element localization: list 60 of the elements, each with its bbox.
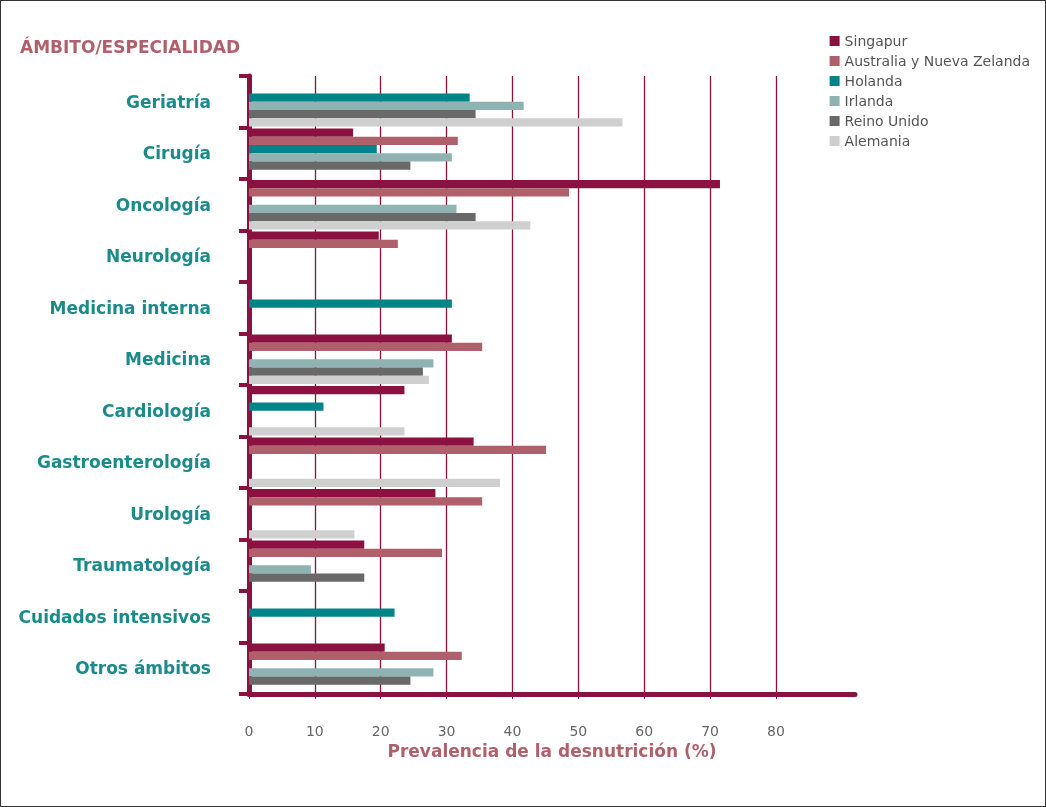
bar: [249, 668, 434, 677]
bar: [249, 478, 500, 487]
bar: [249, 161, 411, 170]
legend-label: Australia y Nueva Zelanda: [844, 53, 1031, 69]
bar: [249, 136, 458, 146]
y-tick-label: Cuidados intensivos: [18, 606, 211, 627]
y-tick-label: Urología: [130, 503, 211, 524]
x-tick-label: 40: [503, 723, 522, 739]
bar: [249, 145, 377, 154]
bar: [249, 565, 311, 574]
x-tick-label: 10: [305, 723, 324, 739]
x-axis-title: Prevalencia de la desnutrición (%): [387, 741, 717, 762]
y-tick-label: Geriatría: [126, 91, 211, 112]
y-tick-label: Cardiología: [102, 400, 211, 421]
bar: [249, 445, 547, 455]
bar: [249, 530, 355, 539]
y-tick-label: Traumatología: [73, 555, 211, 576]
bar: [249, 367, 423, 376]
x-tick-label: 60: [635, 723, 654, 739]
bar: [249, 608, 395, 617]
x-tick-label: 70: [701, 723, 719, 739]
bar: [249, 204, 457, 213]
chart-title: ÁMBITO/ESPECIALIDAD: [20, 35, 241, 57]
legend-label: Reino Unido: [844, 113, 929, 129]
x-tick-label: 30: [437, 723, 456, 739]
bar: [249, 573, 365, 582]
y-tick-label: Oncología: [115, 194, 211, 215]
bar: [249, 153, 452, 162]
bar: [249, 497, 483, 506]
legend-label: Holanda: [844, 73, 903, 89]
bar: [249, 427, 405, 436]
legend-label: Alemania: [844, 133, 911, 149]
y-tick-label: Otros ámbitos: [75, 658, 211, 679]
x-tick-label: 80: [767, 723, 785, 739]
y-tick-label: Gastroenterología: [36, 452, 211, 473]
bar: [249, 221, 531, 230]
bar: [249, 375, 429, 384]
bar: [249, 359, 434, 368]
bar: [249, 93, 470, 102]
y-tick-label: Medicina: [125, 349, 211, 370]
legend-label: Irlanda: [844, 93, 894, 109]
y-tick-label: Neurología: [106, 246, 211, 267]
bar: [249, 212, 476, 222]
bar: [249, 342, 483, 352]
bar: [249, 118, 623, 127]
bar: [249, 101, 524, 110]
x-tick-label: 0: [244, 723, 254, 739]
legend-label: Singapur: [844, 33, 908, 49]
x-tick-label: 20: [371, 723, 390, 739]
y-tick-label: Medicina interna: [49, 297, 211, 318]
bar: [249, 239, 398, 249]
bar: [249, 188, 570, 197]
bar: [249, 109, 476, 119]
y-tick-label: Cirugía: [142, 143, 211, 164]
bar: [249, 548, 442, 558]
bar: [249, 676, 411, 685]
x-tick-label: 50: [569, 723, 588, 739]
bar: [249, 299, 452, 308]
bar: [249, 651, 462, 661]
bar: [249, 402, 324, 411]
